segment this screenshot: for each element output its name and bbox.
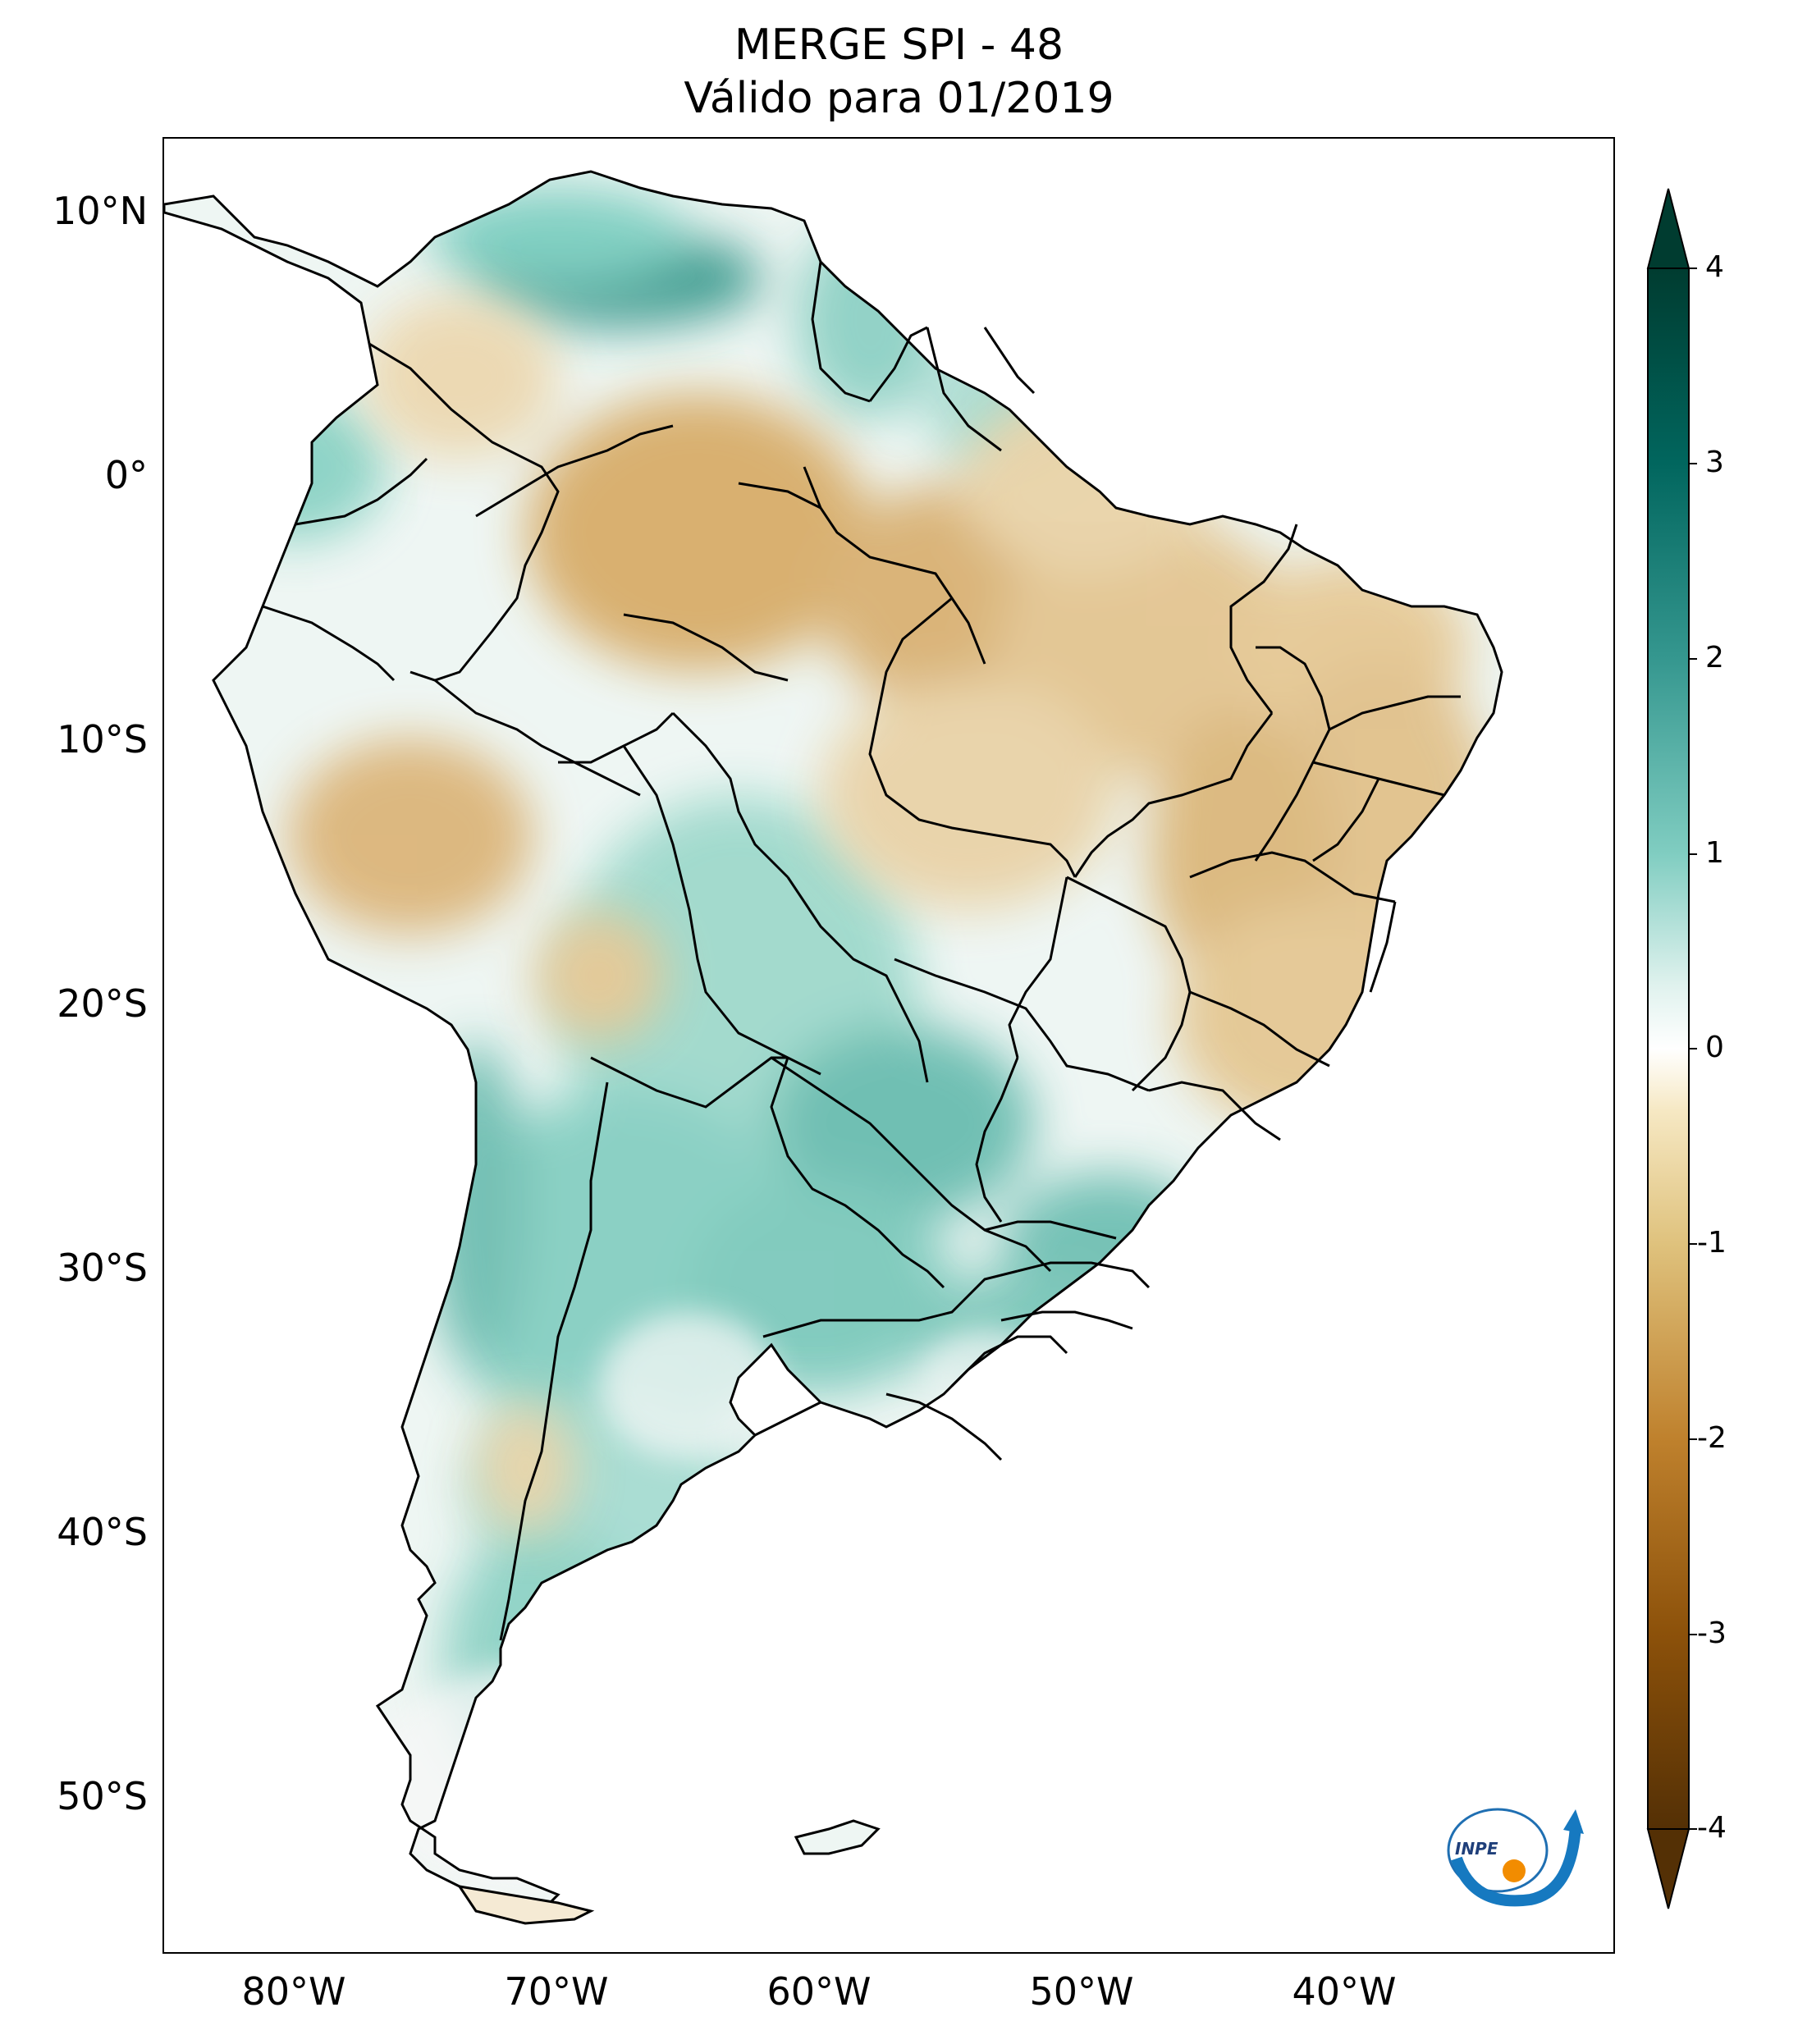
- colorbar-label-neg1: -1: [1697, 1226, 1727, 1260]
- lat-label-30s: 30°S: [57, 1246, 148, 1290]
- lat-label-20s: 20°S: [57, 981, 148, 1026]
- lat-label-10s: 10°S: [57, 717, 148, 761]
- lat-label-40s: 40°S: [57, 1510, 148, 1554]
- colorbar-label-0: 0: [1705, 1031, 1724, 1064]
- map-title: MERGE SPI - 48: [734, 21, 1064, 70]
- tierra-del-fuego: [456, 1884, 595, 1925]
- colorbar-label-4: 4: [1705, 250, 1724, 284]
- colorbar-label-3: 3: [1705, 446, 1724, 479]
- map-panel: [162, 137, 1615, 1954]
- colorbar-bottom-extend: [1646, 1828, 1690, 1909]
- colorbar-label-neg3: -3: [1697, 1616, 1727, 1650]
- borders: [262, 261, 1461, 1641]
- colorbar-gradient: [1647, 268, 1690, 1830]
- colorbar-label-neg4: -4: [1697, 1811, 1727, 1845]
- lon-label-40w: 40°W: [1292, 1969, 1397, 2014]
- colorbar-label-2: 2: [1705, 641, 1724, 674]
- lon-label-60w: 60°W: [766, 1969, 872, 2014]
- south-america-map: [164, 170, 1503, 1925]
- inpe-logo: INPE: [1447, 1808, 1584, 1907]
- lat-label-10n: 10°N: [53, 189, 148, 233]
- colorbar-label-neg2: -2: [1697, 1421, 1727, 1455]
- lat-label-0: 0°: [104, 453, 148, 497]
- falkland-islands: [794, 1819, 881, 1855]
- lon-label-50w: 50°W: [1029, 1969, 1134, 2014]
- lon-label-80w: 80°W: [241, 1969, 346, 2014]
- colorbar-top-extend: [1646, 188, 1690, 269]
- lat-label-50s: 50°S: [57, 1774, 148, 1818]
- colorbar-label-1: 1: [1705, 836, 1724, 870]
- map-subtitle: Válido para 01/2019: [684, 74, 1114, 123]
- lon-label-70w: 70°W: [504, 1969, 609, 2014]
- inpe-logo-text: INPE: [1455, 1839, 1498, 1859]
